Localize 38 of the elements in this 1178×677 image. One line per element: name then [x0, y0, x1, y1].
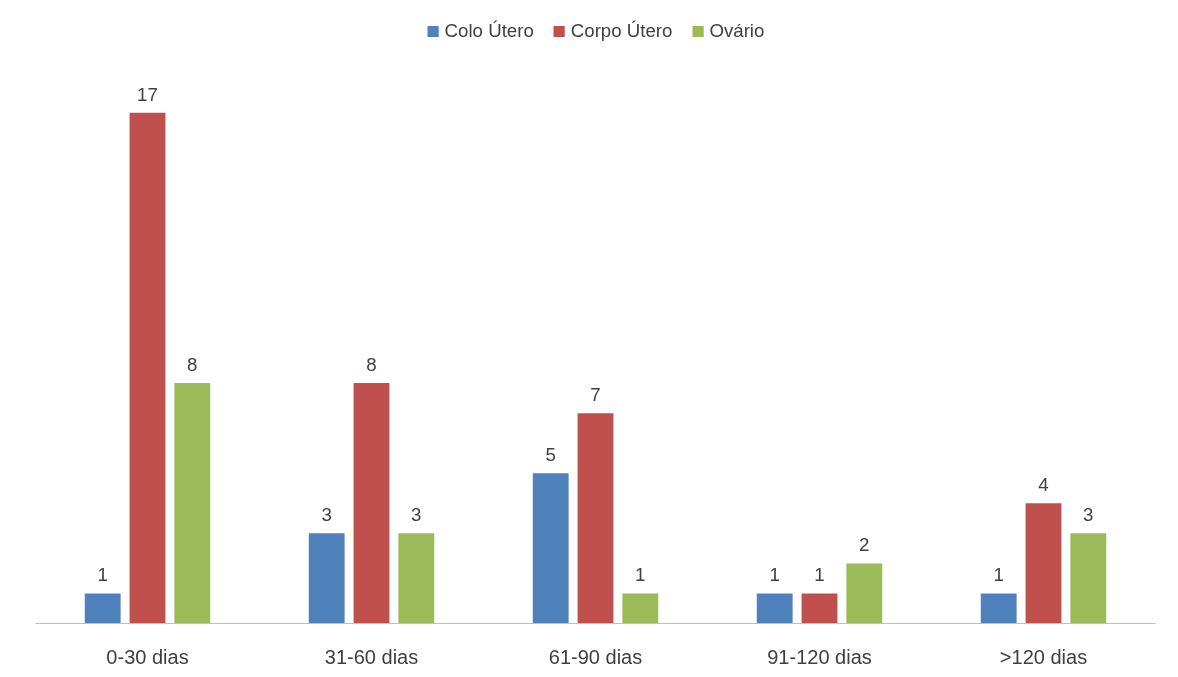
bar	[622, 593, 659, 624]
legend-label: Ovário	[709, 20, 765, 42]
x-tick-label: 0-30 dias	[106, 645, 189, 668]
x-tick-label: 61-90 dias	[548, 645, 643, 668]
data-label: 3	[321, 504, 332, 526]
bar	[1070, 533, 1107, 624]
bar	[846, 563, 883, 624]
data-label: 3	[1083, 504, 1094, 526]
data-label: 1	[814, 564, 825, 586]
bar	[801, 593, 838, 624]
data-label: 3	[411, 504, 422, 526]
data-label: 8	[366, 354, 377, 376]
bar	[398, 533, 435, 624]
bar	[174, 383, 211, 624]
bar	[353, 383, 390, 624]
data-label: 1	[769, 564, 780, 586]
data-label: 1	[635, 564, 646, 586]
bar	[84, 593, 121, 624]
data-label: 1	[993, 564, 1004, 586]
data-label: 1	[97, 564, 108, 586]
legend-label: Colo Útero	[444, 20, 534, 42]
bar	[756, 593, 793, 624]
bar	[577, 413, 614, 624]
data-label: 4	[1038, 474, 1049, 496]
bar	[1025, 503, 1062, 624]
bar	[308, 533, 345, 624]
x-tick-label: 31-60 dias	[324, 645, 419, 668]
bar	[532, 473, 569, 624]
legend-label: Corpo Útero	[570, 20, 673, 42]
x-tick-label: 91-120 dias	[767, 645, 872, 668]
bar	[129, 112, 166, 624]
data-label: 7	[590, 384, 601, 406]
x-tick-label: >120 dias	[999, 645, 1088, 668]
data-label: 17	[137, 83, 158, 105]
bar	[980, 593, 1017, 624]
data-label: 2	[859, 534, 870, 556]
data-label: 5	[545, 444, 556, 466]
data-label: 8	[187, 354, 198, 376]
